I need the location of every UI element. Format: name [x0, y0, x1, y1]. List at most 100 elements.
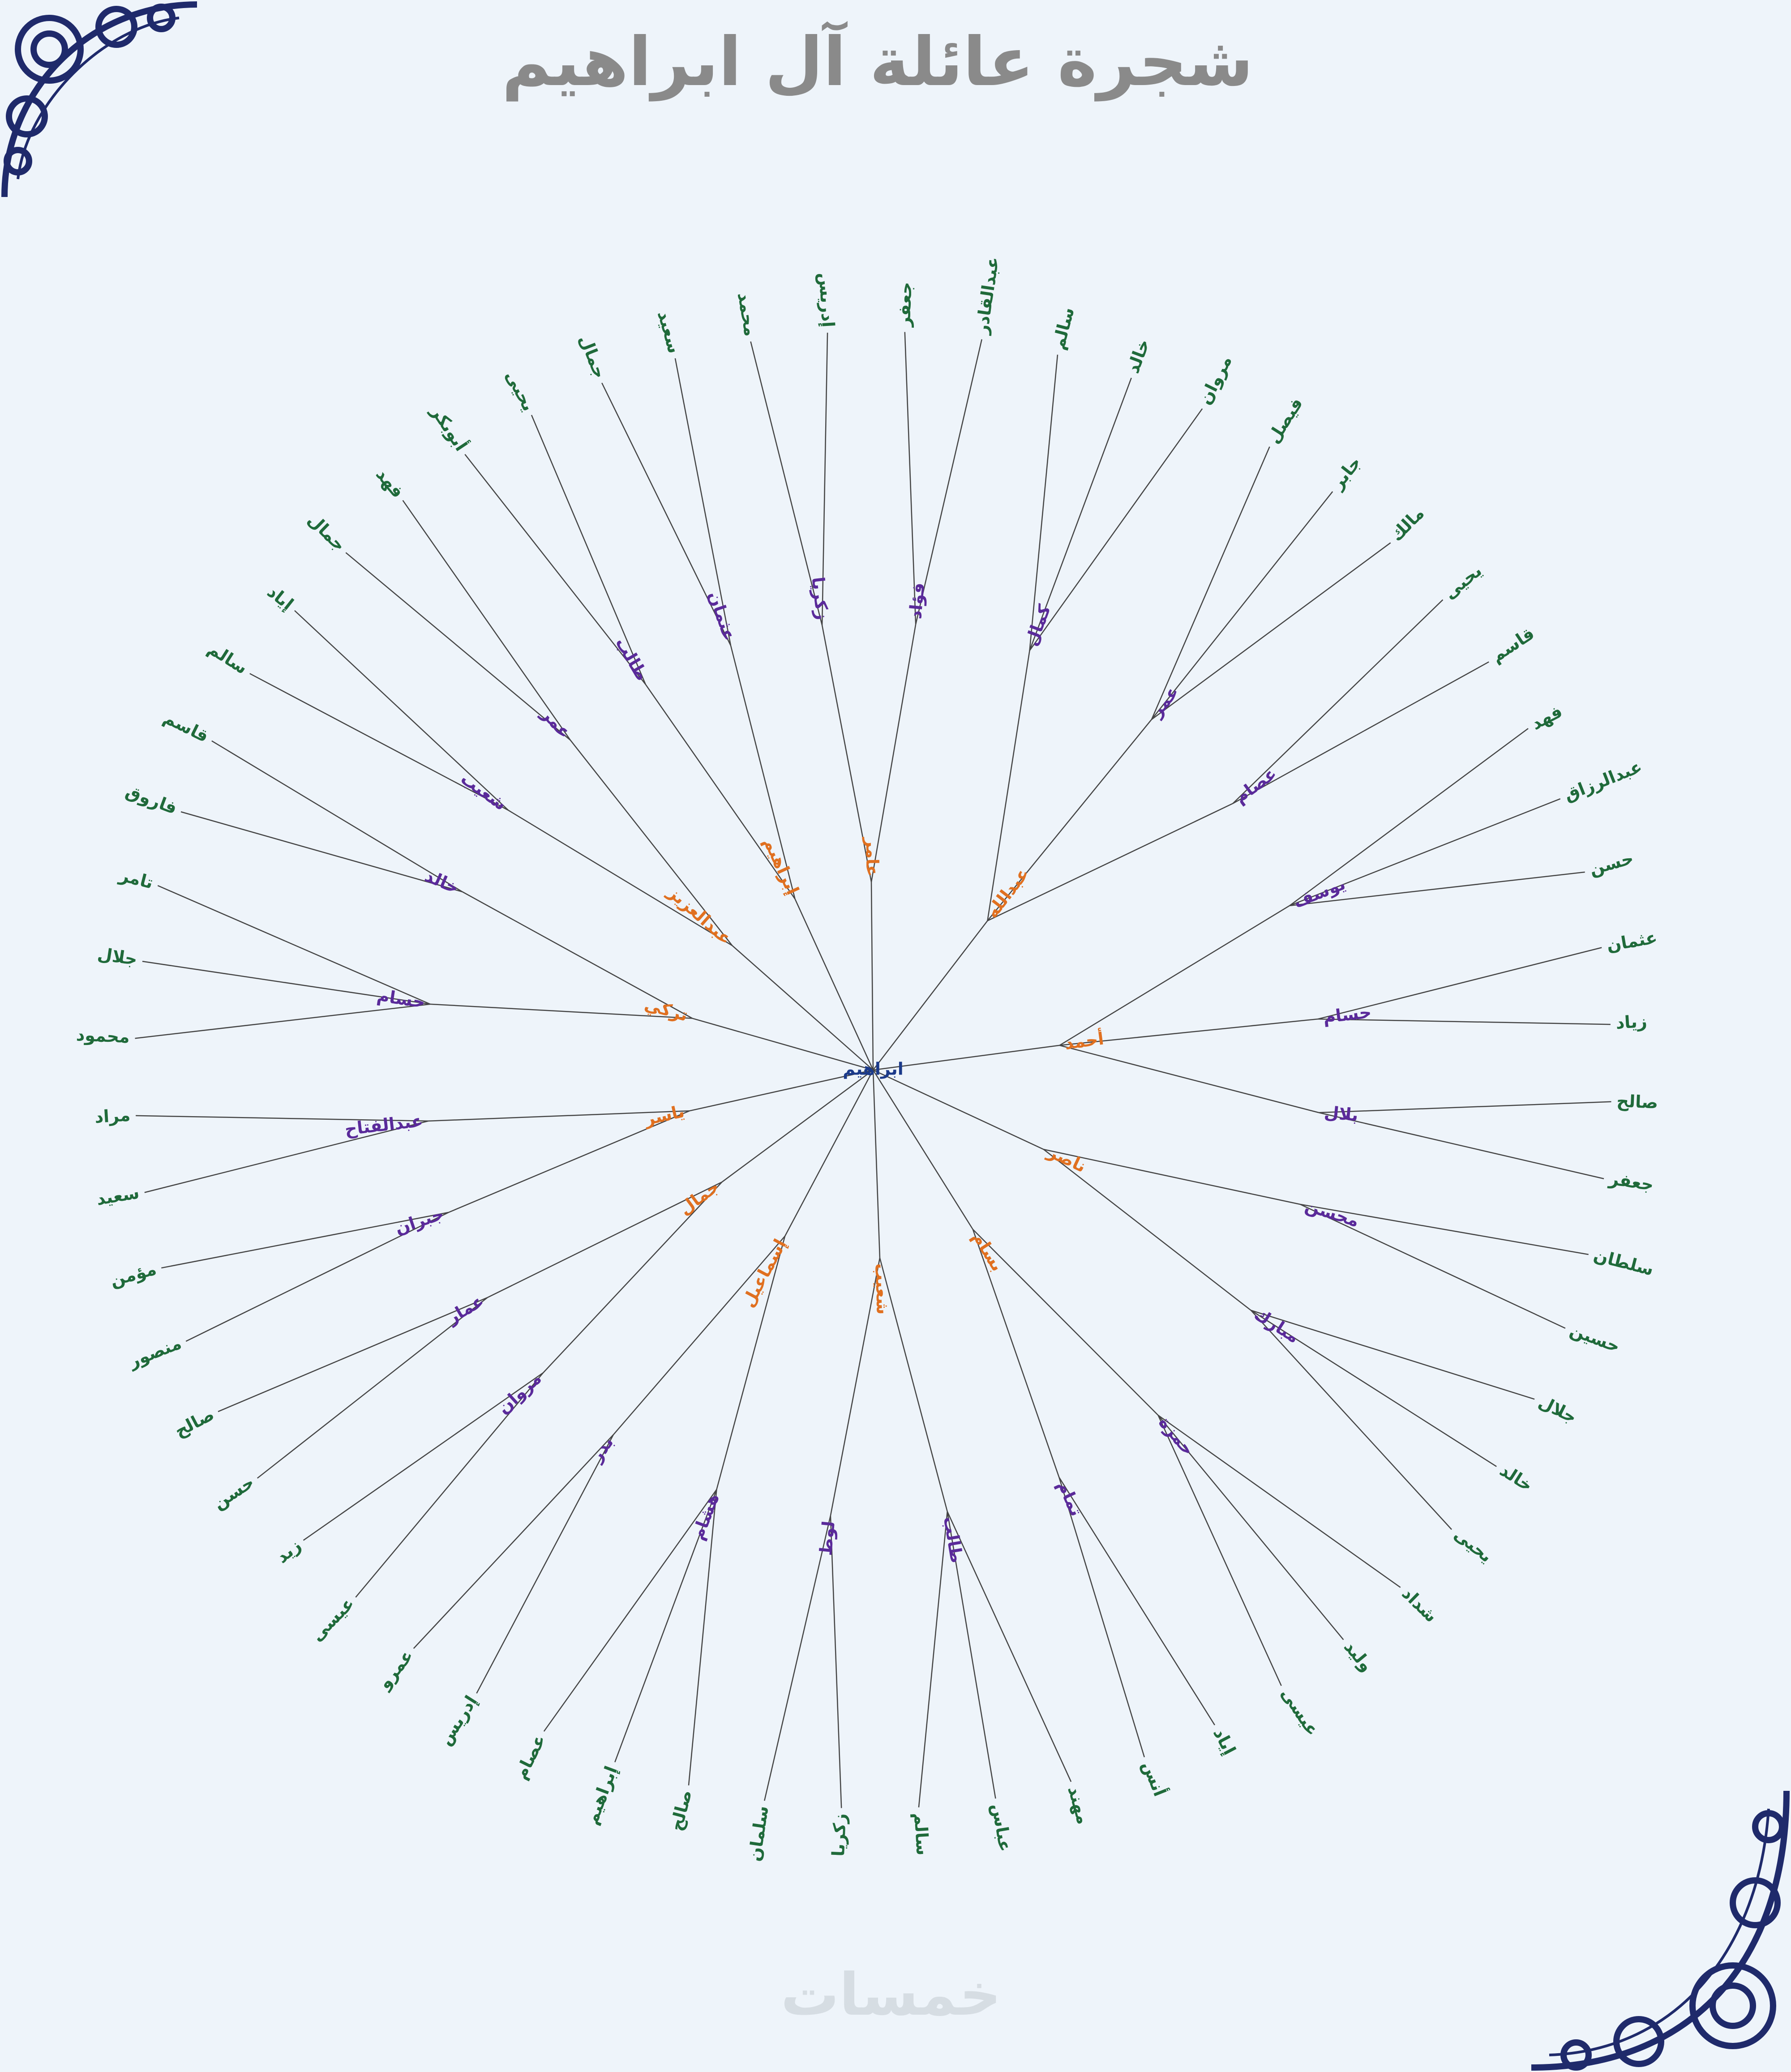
corner-ornament [1531, 1790, 1790, 2071]
edge [1251, 1310, 1497, 1467]
edge [543, 1489, 717, 1732]
edge [218, 1297, 488, 1413]
edge [1058, 1477, 1145, 1758]
edge [1029, 408, 1203, 651]
edge [1157, 1415, 1344, 1640]
edge [830, 1258, 881, 1516]
edge [1290, 871, 1585, 907]
edge [1251, 1310, 1535, 1400]
edge [784, 1070, 874, 1237]
edge [1059, 905, 1290, 1046]
person-name: فؤاد [905, 582, 929, 620]
edge [872, 1070, 881, 1258]
edge [1043, 1149, 1301, 1205]
edge [1059, 1018, 1318, 1046]
edge [730, 645, 796, 899]
edge [601, 382, 732, 646]
edge [303, 1372, 544, 1541]
edge [1059, 1045, 1319, 1113]
edge [613, 1236, 786, 1435]
edge [1043, 1149, 1251, 1311]
edge [430, 1003, 693, 1019]
edge [987, 803, 1233, 921]
edge [721, 1069, 874, 1183]
edge [821, 333, 828, 625]
person-name: شعيب [871, 1263, 893, 1315]
edge [1300, 1203, 1589, 1255]
edge [1250, 1310, 1452, 1530]
edge [142, 961, 431, 1005]
edge [476, 1434, 614, 1694]
edge [448, 1110, 690, 1213]
edge [879, 1258, 948, 1512]
edge [1289, 798, 1561, 906]
person-name: عامر [862, 836, 883, 877]
edge [1029, 377, 1132, 651]
watermark: خمسات [781, 1961, 1002, 2029]
edge [570, 740, 733, 946]
edge [915, 339, 982, 625]
edge [750, 341, 823, 625]
root-name: ابراهيم [843, 1059, 904, 1079]
edge [645, 684, 796, 899]
edge [1157, 1415, 1401, 1588]
edge [821, 625, 872, 882]
edge [144, 1120, 428, 1193]
edge [830, 1515, 842, 1808]
person-name: سالم [910, 1812, 933, 1856]
edge [1318, 1018, 1611, 1025]
person-name: صالح [1616, 1091, 1658, 1113]
edge [870, 882, 874, 1070]
edge [1151, 542, 1391, 720]
edge [794, 899, 874, 1070]
edge [972, 1229, 1060, 1478]
edge [1029, 355, 1058, 651]
edge [1300, 1203, 1566, 1329]
edge [1318, 947, 1602, 1020]
edge [688, 1489, 717, 1785]
edge [987, 719, 1152, 921]
edge [257, 1297, 488, 1479]
edge [1157, 1415, 1282, 1686]
person-name: بلال [1324, 1102, 1359, 1125]
edge [614, 1489, 717, 1763]
edge [873, 1069, 1044, 1150]
edge [355, 1372, 544, 1598]
edge [972, 1229, 1159, 1416]
person-name: لوط [816, 1520, 839, 1556]
edge [294, 610, 509, 811]
edge [180, 811, 463, 893]
edge [462, 891, 693, 1019]
edge [870, 624, 917, 882]
edge [508, 809, 733, 946]
edge [161, 1212, 449, 1269]
edge [947, 1511, 1072, 1782]
edge [873, 920, 988, 1070]
edge [873, 1045, 1060, 1071]
person-name: محمود [76, 1025, 130, 1047]
edge [531, 415, 646, 685]
corner-ornament [1, 1, 197, 197]
person-name: مراد [94, 1105, 131, 1127]
edge [716, 1236, 786, 1490]
edge [185, 1212, 449, 1342]
edge [1232, 661, 1489, 804]
person-name: زكريا [808, 576, 832, 621]
edge [987, 650, 1030, 921]
edge [249, 673, 509, 811]
person-name: جعفر [894, 282, 916, 328]
edge [689, 1069, 874, 1112]
edge [1289, 728, 1529, 906]
edge [543, 1182, 723, 1373]
edge [135, 1003, 431, 1039]
edge [1151, 446, 1270, 720]
edge [904, 332, 917, 625]
edge [157, 885, 431, 1005]
person-name: إدريس [814, 272, 838, 328]
edge [413, 1434, 614, 1649]
edge [345, 552, 571, 741]
edge [1058, 1477, 1215, 1725]
